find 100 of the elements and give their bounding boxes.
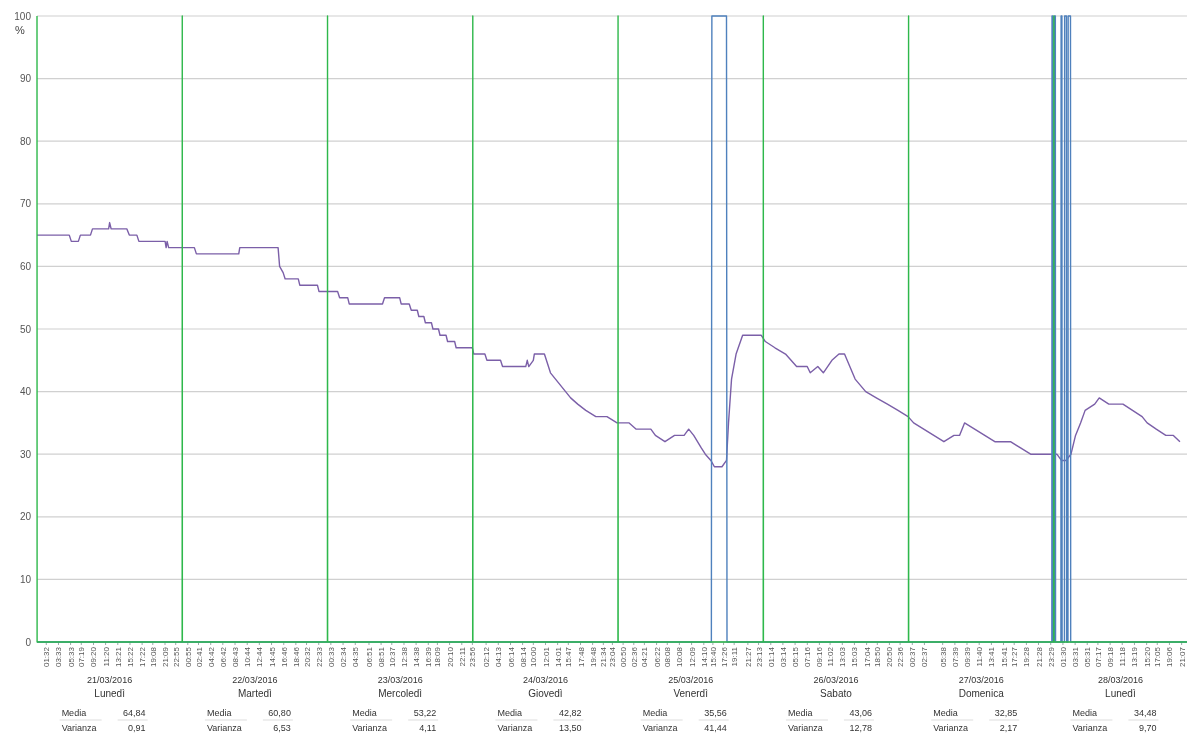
x-tick-label: 20:10 <box>445 646 455 668</box>
text: 13,50 <box>558 723 582 733</box>
x-tick-label: 12:38 <box>399 646 409 668</box>
x-tick-label: 02:36 <box>629 646 639 668</box>
text: Varianza <box>206 723 242 733</box>
text: Media <box>642 708 668 718</box>
x-tick-label: 17:26 <box>719 646 729 668</box>
text: Media <box>787 708 813 718</box>
x-tick-label: 11:18 <box>1118 646 1128 667</box>
text: Media <box>497 708 522 718</box>
x-tick-label: 07:39 <box>950 646 960 668</box>
x-tick-label: 04:35 <box>351 646 361 668</box>
x-tick-label: 19:08 <box>148 646 158 668</box>
text: Venerdì <box>673 688 709 699</box>
x-tick-label: 22:55 <box>171 646 181 668</box>
x-tick-label: 08:14 <box>518 646 528 668</box>
x-tick-label: 00:33 <box>326 646 336 668</box>
text: 64,84 <box>123 708 146 718</box>
x-tick-label: 16:39 <box>424 646 434 668</box>
line-series <box>36 221 1181 468</box>
x-tick-label: 19:11 <box>730 646 740 667</box>
text: 9,70 <box>1138 723 1157 733</box>
x-tick-label: 20:32 <box>302 646 312 668</box>
text: 26/03/2016 <box>813 675 859 685</box>
text: 60,80 <box>268 708 291 718</box>
text: Domenica <box>958 688 1005 699</box>
x-tick-label: 07:16 <box>803 646 813 668</box>
x-tick-label: 13:03 <box>838 646 848 668</box>
y-tick-label: 90 <box>19 73 32 85</box>
text: 6,53 <box>273 723 291 733</box>
x-tick-label: 23:56 <box>468 646 478 668</box>
x-tick-label: 08:51 <box>377 646 387 668</box>
y-tick-label: 30 <box>19 448 32 460</box>
text: Lunedì <box>94 688 126 699</box>
x-tick-label: 18:09 <box>433 646 443 668</box>
text: Giovedì <box>528 688 563 699</box>
x-tick-label: 08:08 <box>663 646 673 668</box>
text: Mercoledì <box>378 688 423 699</box>
x-tick-label: 12:01 <box>541 646 551 668</box>
x-tick-label: 10:00 <box>529 646 539 668</box>
text: Martedì <box>237 688 273 699</box>
text: 35,56 <box>704 708 727 718</box>
x-tick-label: 05:33 <box>66 646 76 668</box>
x-tick-label: 15:47 <box>564 646 574 668</box>
x-tick-label: 11:20 <box>101 646 111 667</box>
x-tick-label: 15:40 <box>708 646 718 668</box>
x-tick-label: 21:09 <box>161 646 171 668</box>
text: Varianza <box>787 723 823 733</box>
x-tick-label: 00:55 <box>183 646 193 668</box>
x-tick-label: 05:31 <box>1083 646 1093 668</box>
x-tick-label: 09:16 <box>815 646 825 668</box>
x-tick-label: 22:36 <box>896 646 906 668</box>
x-tick-label: 13:19 <box>1130 646 1140 668</box>
x-tick-label: 07:17 <box>1093 646 1103 668</box>
x-tick-label: 12:44 <box>255 646 265 668</box>
x-tick-label: 23:04 <box>608 646 618 668</box>
x-tick-label: 06:42 <box>218 646 228 668</box>
text: 34,48 <box>1133 708 1157 718</box>
x-tick-label: 10:37 <box>387 646 397 668</box>
x-tick-label: 01:32 <box>42 646 52 668</box>
x-tick-label: 08:43 <box>231 646 241 668</box>
x-tick-label: 16:46 <box>279 646 289 668</box>
y-tick-label: 60 <box>19 260 32 272</box>
text: 53,22 <box>413 708 437 718</box>
text: 28/03/2016 <box>1097 675 1143 685</box>
x-tick-label: 05:38 <box>938 646 948 668</box>
x-tick-label: 02:34 <box>339 646 349 668</box>
x-tick-label: 12:09 <box>687 646 697 668</box>
x-tick-label: 02:37 <box>920 646 930 668</box>
x-tick-label: 17:22 <box>138 646 148 668</box>
x-tick-label: 18:46 <box>291 646 301 668</box>
text: 24/03/2016 <box>522 675 568 685</box>
text: 2,17 <box>999 723 1018 733</box>
text: Media <box>352 708 377 718</box>
x-tick-label: 13:21 <box>113 646 123 668</box>
text: Varianza <box>642 723 678 733</box>
x-tick-label: 11:02 <box>826 646 836 667</box>
text: 12,78 <box>849 723 872 733</box>
x-tick-label: 23:29 <box>1046 646 1056 668</box>
text: Media <box>206 708 232 718</box>
y-tick-label: 100 <box>14 10 32 22</box>
text: Media <box>933 708 958 718</box>
y-axis-title: % <box>15 24 26 36</box>
x-tick-label: 22:33 <box>314 646 324 668</box>
x-tick-label: 07:19 <box>77 646 87 668</box>
y-tick-label: 10 <box>19 573 32 585</box>
text: 43,06 <box>849 708 872 718</box>
text: 0,91 <box>128 723 146 733</box>
x-tick-label: 04:21 <box>640 646 650 668</box>
x-tick-label: 00:37 <box>908 646 918 668</box>
text: 32,85 <box>994 708 1018 718</box>
y-tick-label: 0 <box>25 636 32 648</box>
x-tick-label: 01:30 <box>1058 646 1068 668</box>
x-tick-label: 20:50 <box>885 646 895 668</box>
y-tick-label: 80 <box>19 135 32 147</box>
x-tick-label: 06:51 <box>364 646 374 668</box>
x-tick-label: 15:22 <box>126 646 136 668</box>
x-tick-label: 02:41 <box>194 646 204 668</box>
x-tick-label: 10:08 <box>675 646 685 668</box>
x-tick-label: 13:41 <box>987 646 997 668</box>
